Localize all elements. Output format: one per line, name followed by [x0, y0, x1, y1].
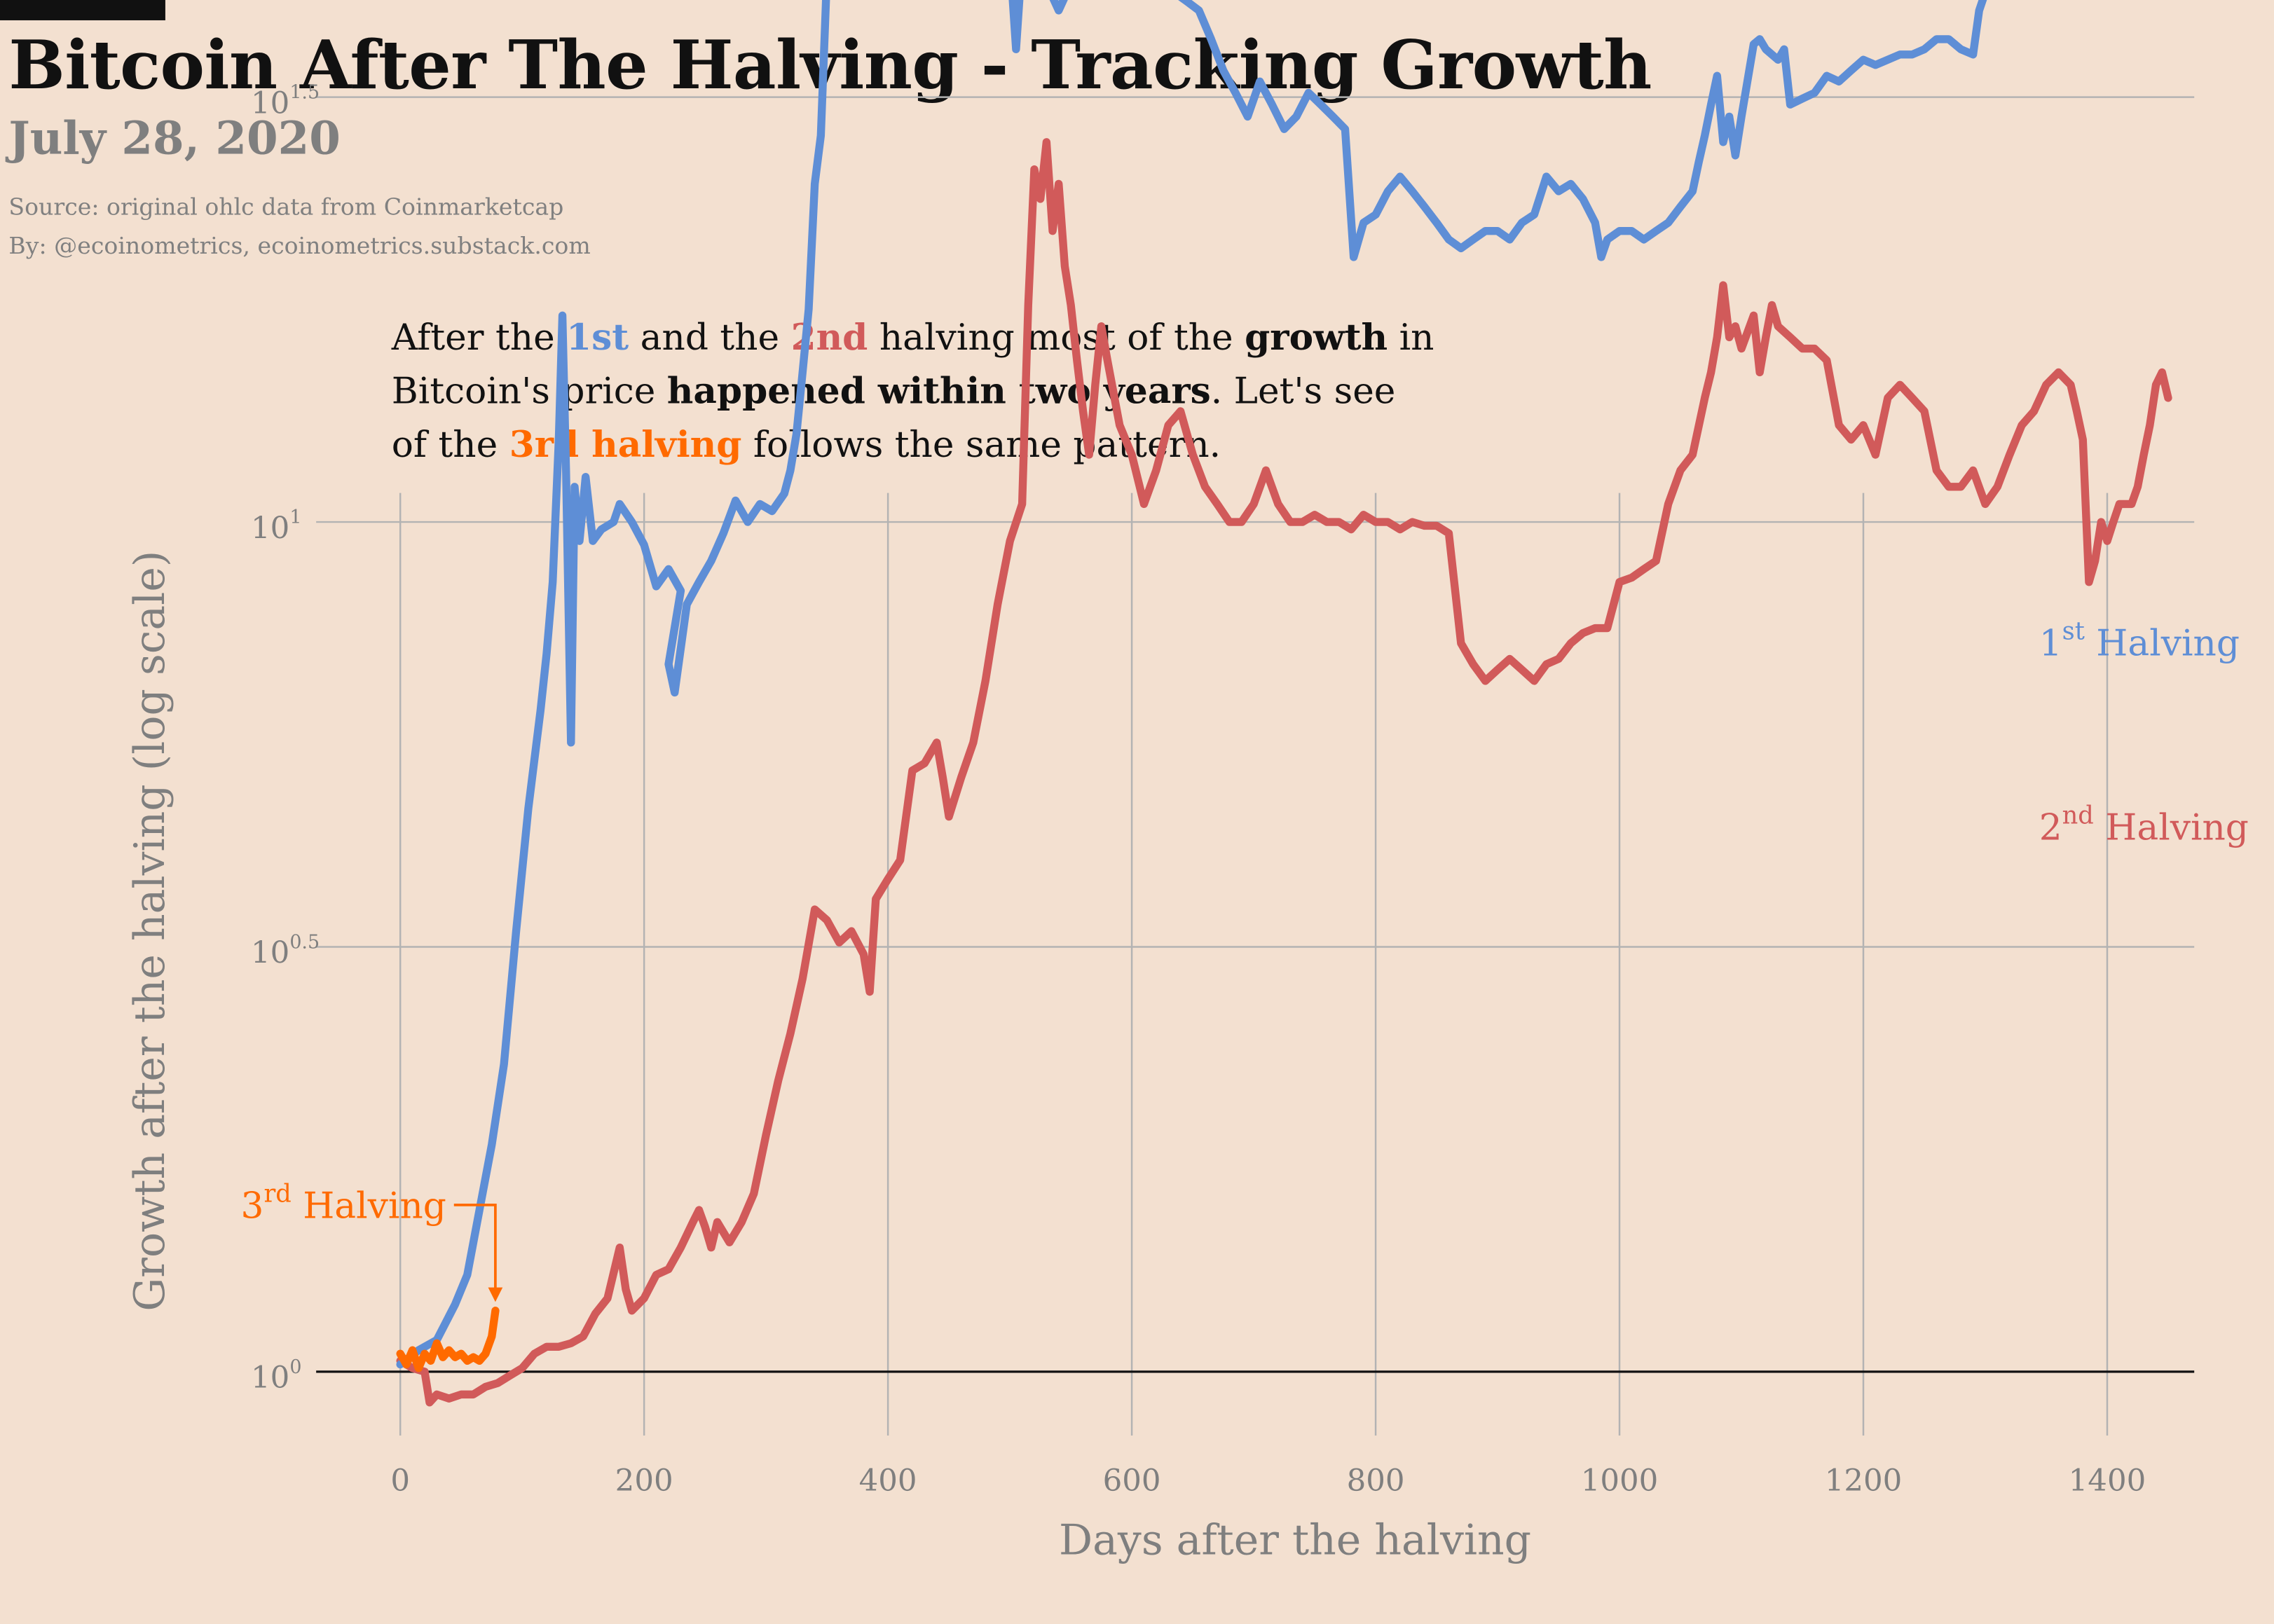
x-tick-label: 400 — [859, 1464, 917, 1499]
note-part-4: in Bitcoin's price — [391, 316, 1434, 412]
note-part-5: . Let's see of the — [391, 369, 1396, 466]
x-axis-title: Days after the halving — [1059, 1516, 1531, 1565]
first-halving-line — [396, 0, 1987, 1369]
annotations: 1st Halving 2nd Halving 3rd Halving — [241, 617, 2249, 1302]
series-lines — [396, 0, 2172, 1407]
third-halving-line — [396, 1307, 500, 1372]
y-tick-label: 101 — [251, 507, 301, 546]
x-tick-label: 800 — [1347, 1464, 1405, 1499]
annotation-text: After the 1st and the 2nd halving most o… — [392, 310, 1436, 472]
x-tick-label: 0 — [390, 1464, 410, 1499]
note-part-3: halving most of the — [868, 316, 1245, 359]
y-axis-title: Growth after the halving (log scale) — [125, 551, 174, 1312]
x-tick-label: 1200 — [1825, 1464, 1903, 1499]
second-halving-label: 2nd Halving — [2039, 801, 2249, 849]
byline: By: @ecoinometrics, ecoinometrics.substa… — [8, 232, 591, 260]
note-part-1: After the — [391, 316, 567, 359]
second-halving-line — [396, 138, 2172, 1407]
grid — [316, 96, 2195, 1436]
x-tick-label: 1400 — [2069, 1464, 2146, 1499]
note-part-6: follows the same pattern. — [741, 423, 1221, 466]
y-tick-label: 101.5 — [251, 82, 320, 121]
first-halving-label: 1st Halving — [2039, 617, 2240, 665]
y-tick-label: 100.5 — [251, 932, 320, 971]
note-within-two-years: happened within two years — [666, 369, 1211, 412]
third-halving-arrow — [453, 1204, 497, 1291]
note-first-halving: 1st — [566, 316, 629, 359]
arrow-head — [488, 1287, 503, 1302]
chart-date: July 28, 2020 — [8, 113, 341, 165]
note-growth: growth — [1245, 316, 1388, 359]
chart-title: Bitcoin After The Halving - Tracking Gro… — [8, 26, 1652, 105]
source-note: Source: original ohlc data from Coinmark… — [8, 193, 564, 221]
top-accent-bar — [0, 0, 165, 20]
note-part-2: and the — [629, 316, 791, 359]
note-third-halving: 3rd halving — [509, 423, 742, 466]
third-halving-label: 3rd Halving — [241, 1180, 446, 1227]
x-tick-label: 600 — [1103, 1464, 1161, 1499]
tick-labels: 0 200 400 600 800 1000 1200 1400 100 100.5 101 101.… — [251, 82, 2146, 1499]
y-tick-label: 100 — [251, 1356, 301, 1396]
x-tick-label: 1000 — [1581, 1464, 1659, 1499]
x-tick-label: 200 — [615, 1464, 673, 1499]
